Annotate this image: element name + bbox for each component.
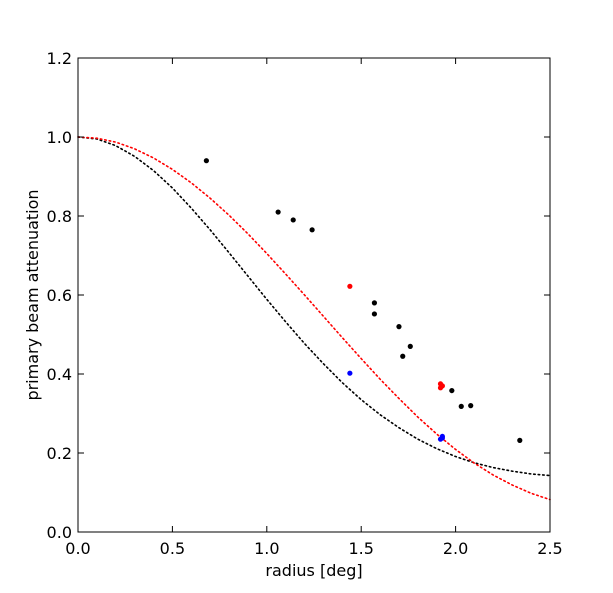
data-point <box>468 403 474 409</box>
x-tick-label: 1.0 <box>254 539 279 558</box>
x-tick-label: 2.0 <box>443 539 468 558</box>
data-point <box>449 387 455 394</box>
data-point <box>371 300 378 306</box>
data-point <box>407 343 413 349</box>
data-point <box>347 283 353 289</box>
data-point <box>458 403 464 409</box>
curve-series-1 <box>77 136 551 501</box>
x-axis: 0.0 0.5 1.0 1.5 2.0 2.5 <box>65 58 563 558</box>
x-axis-label: radius [deg] <box>265 561 362 580</box>
y-axis: 0.0 0.2 0.4 0.6 0.8 1.0 1.2 <box>47 49 550 542</box>
data-point <box>400 353 406 359</box>
y-tick-label: 0.8 <box>47 207 72 226</box>
data-point <box>396 324 402 330</box>
x-tick-label: 2.5 <box>537 539 562 558</box>
curves-layer <box>77 136 551 501</box>
data-point <box>439 383 445 389</box>
data-point <box>439 435 445 441</box>
data-point <box>517 437 523 443</box>
y-tick-label: 1.0 <box>47 128 72 147</box>
y-tick-label: 1.2 <box>47 49 72 68</box>
data-point <box>371 311 378 317</box>
y-tick-label: 0.2 <box>47 444 72 463</box>
x-tick-label: 0.0 <box>65 539 90 558</box>
plot-frame <box>77 57 551 533</box>
y-tick-label: 0.0 <box>47 523 72 542</box>
data-point <box>275 209 281 215</box>
x-tick-label: 0.5 <box>160 539 185 558</box>
y-tick-label: 0.6 <box>47 286 72 305</box>
y-tick-label: 0.4 <box>47 365 72 384</box>
data-point <box>203 158 209 164</box>
curve-series-0 <box>77 136 551 477</box>
data-point <box>347 370 353 376</box>
data-point <box>309 227 315 233</box>
points-layer <box>203 158 523 443</box>
y-axis-label: primary beam attenuation <box>23 189 42 400</box>
x-tick-label: 1.5 <box>348 539 373 558</box>
data-point <box>290 217 296 223</box>
